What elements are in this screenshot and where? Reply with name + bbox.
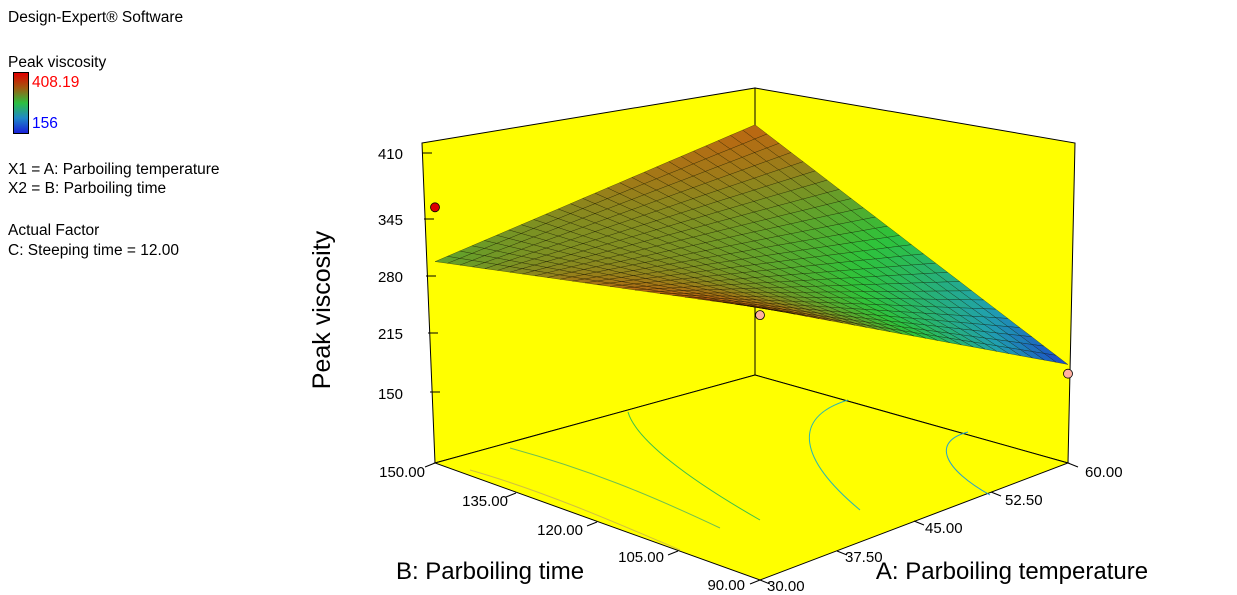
actual-factor-value: C: Steeping time = 12.00 <box>8 242 180 259</box>
z-tick-label: 410 <box>378 146 403 163</box>
b-tick-label: 120.00 <box>537 522 583 539</box>
a-tick-label: 37.50 <box>845 549 883 566</box>
z-tick-label: 215 <box>378 326 403 343</box>
color-scale-max: 408.19 <box>32 74 80 91</box>
a-tick-mark <box>759 579 771 585</box>
contour-line <box>509 447 721 529</box>
a-tick-mark <box>990 491 1002 497</box>
software-title: Design-Expert® Software <box>8 9 184 26</box>
z-tick-label: 345 <box>378 212 403 229</box>
contour-line <box>469 469 681 551</box>
a-tick-mark <box>836 550 848 556</box>
b-tick-label: 150.00 <box>379 464 425 481</box>
color-scale-min: 156 <box>32 115 58 132</box>
a-tick-label: 45.00 <box>925 520 963 537</box>
a-axis-title: A: Parboiling temperature <box>876 558 1148 585</box>
contour-line <box>945 431 991 496</box>
floor-contours <box>469 399 991 551</box>
a-tick-label: 60.00 <box>1085 464 1123 481</box>
design-point <box>1063 368 1073 379</box>
b-tick-mark <box>667 550 679 556</box>
design-point <box>755 310 765 321</box>
b-axis-title: B: Parboiling time <box>396 558 584 585</box>
a-tick-label: 30.00 <box>767 578 805 595</box>
actual-factor-title: Actual Factor <box>8 222 100 239</box>
a-tick-label: 52.50 <box>1005 492 1043 509</box>
b-tick-mark <box>424 462 436 468</box>
surface-cell <box>747 305 772 311</box>
factor-x2: X2 = B: Parboiling time <box>8 180 167 197</box>
response-surface <box>434 124 1069 365</box>
z-tick-label: 280 <box>378 269 403 286</box>
b-tick-label: 135.00 <box>462 493 508 510</box>
z-axis-title: Peak viscosity <box>308 230 336 389</box>
b-tick-mark <box>505 492 517 498</box>
b-tick-mark <box>586 521 598 527</box>
a-tick-mark <box>913 520 925 526</box>
design-point <box>430 202 440 213</box>
b-tick-label: 105.00 <box>618 549 664 566</box>
z-tick-label: 150 <box>378 386 403 403</box>
response-name: Peak viscosity <box>8 54 107 71</box>
b-tick-mark <box>749 579 761 585</box>
a-tick-mark <box>1067 462 1079 468</box>
contour-line <box>808 399 861 511</box>
b-tick-label: 90.00 <box>707 577 745 594</box>
contour-line <box>627 411 761 521</box>
color-scale-bar <box>13 72 29 134</box>
factor-x1: X1 = A: Parboiling temperature <box>8 161 220 178</box>
